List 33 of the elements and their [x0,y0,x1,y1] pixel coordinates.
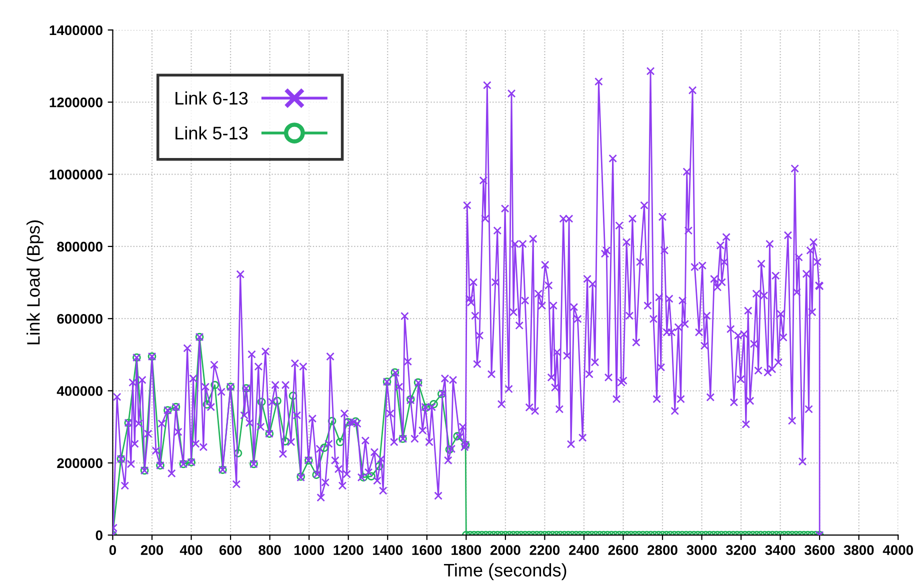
y-tick-label: 0 [96,530,102,540]
y-tick-label: 400000 [56,386,102,396]
legend-label: Link 5-13 [176,126,248,140]
x-tick-label: 800 [258,545,281,556]
y-axis-title: Link Load (Bps) [26,220,44,344]
x-tick-label: 600 [219,545,242,556]
x-tick-label: 2000 [490,545,520,556]
x-tick-label: 2200 [530,545,560,556]
x-tick-label: 200 [140,545,164,556]
x-tick-label: 1600 [412,545,442,556]
x-tick-label: 1200 [334,545,364,556]
x-tick-label: 400 [180,545,202,556]
y-tick-label: 200000 [57,458,102,468]
y-tick-label: 1400000 [50,25,102,36]
x-tick-label: 1400 [373,545,402,556]
y-tick-label: 1000000 [50,170,102,180]
x-tick-label: 3600 [804,545,834,556]
legend-label: Link 6-13 [176,91,248,105]
x-axis-title: Time (seconds) [444,563,566,580]
x-tick-label: 3000 [686,545,717,556]
x-tick-label: 3400 [765,545,796,556]
x-tick-label: 1800 [452,545,482,556]
y-tick-label: 800000 [57,242,102,252]
x-tick-label: 3800 [844,545,874,556]
x-tick-label: 1000 [294,545,324,556]
x-tick-label: 2800 [648,545,678,556]
x-tick-label: 3200 [726,545,756,556]
x-tick-label: 2600 [608,545,638,556]
x-tick-label: 2400 [569,545,599,556]
x-tick-label: 0 [109,545,116,556]
y-tick-label: 1200000 [50,97,102,108]
y-tick-label: 600000 [57,314,102,324]
x-tick-label: 4000 [882,545,914,556]
